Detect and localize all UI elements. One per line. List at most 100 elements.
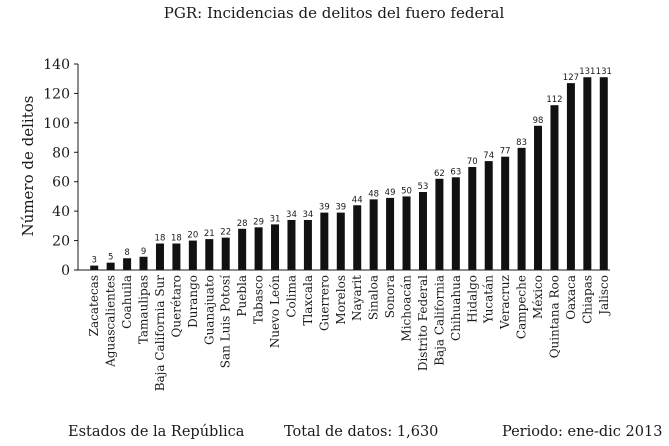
data-label: 20 bbox=[187, 231, 198, 241]
bar bbox=[271, 224, 280, 270]
x-tick-label: Morelos bbox=[334, 275, 348, 325]
x-axis: Zacatecas Aguascalientes Coahuila Tamaulipa… bbox=[78, 269, 611, 392]
bar bbox=[566, 83, 575, 270]
data-label: 22 bbox=[220, 228, 231, 238]
data-label: 44 bbox=[352, 195, 363, 205]
x-tick-label: Sonora bbox=[383, 275, 397, 318]
x-tick-label: Chiapas bbox=[580, 275, 594, 324]
data-label: 18 bbox=[171, 234, 182, 244]
data-label: 98 bbox=[533, 116, 544, 126]
bar bbox=[353, 205, 362, 270]
y-tick-label: 40 bbox=[52, 204, 70, 220]
x-tick-label: Yucatán bbox=[482, 275, 496, 324]
x-tick-label: Colima bbox=[284, 275, 298, 318]
bar bbox=[106, 262, 115, 270]
bar bbox=[254, 227, 263, 270]
x-tick-label: Veracruz bbox=[498, 275, 512, 330]
bar bbox=[155, 243, 164, 270]
x-tick-label: Tamaulipas bbox=[137, 275, 151, 344]
data-label: 127 bbox=[563, 73, 579, 83]
bar bbox=[123, 258, 132, 270]
bar bbox=[238, 228, 247, 270]
data-label: 28 bbox=[237, 219, 248, 229]
data-label: 34 bbox=[302, 210, 313, 220]
y-tick-label: 60 bbox=[52, 175, 70, 191]
data-label: 62 bbox=[434, 169, 445, 179]
bar-series bbox=[90, 77, 608, 271]
bar bbox=[287, 219, 296, 270]
data-label: 21 bbox=[204, 229, 215, 239]
bar bbox=[501, 156, 510, 270]
x-tick-label: Puebla bbox=[235, 275, 249, 317]
data-label: 48 bbox=[368, 189, 379, 199]
data-label: 29 bbox=[253, 217, 264, 227]
data-label: 63 bbox=[450, 167, 461, 177]
x-tick-label: Hidalgo bbox=[465, 275, 479, 323]
data-label: 77 bbox=[500, 147, 511, 157]
x-tick-label: Guanajuato bbox=[202, 275, 216, 345]
x-tick-label: Oaxaca bbox=[564, 275, 578, 320]
bar bbox=[599, 77, 608, 271]
bar bbox=[221, 237, 230, 270]
x-tick-label: Baja California Sur bbox=[153, 275, 167, 392]
bar bbox=[369, 199, 378, 270]
y-tick-label: 140 bbox=[43, 57, 70, 73]
x-tick-label: Coahuila bbox=[120, 275, 134, 329]
data-label: 50 bbox=[401, 186, 412, 196]
data-label: 31 bbox=[270, 214, 281, 224]
bar bbox=[386, 197, 395, 270]
bar bbox=[418, 192, 427, 270]
x-tick-label: Aguascalientes bbox=[104, 275, 118, 368]
y-axis: 0 20 40 60 80 100 120 140 bbox=[43, 57, 79, 279]
x-tick-label: México bbox=[531, 275, 545, 319]
footer-center-text: Total de datos: 1,630 bbox=[284, 424, 439, 440]
x-tick-label: Tlaxcala bbox=[301, 275, 315, 326]
x-tick-label: Tabasco bbox=[252, 275, 266, 324]
bar bbox=[550, 105, 559, 270]
data-label: 34 bbox=[286, 210, 297, 220]
data-label: 49 bbox=[385, 188, 396, 198]
chart-title: PGR: Incidencias de delitos del fuero fe… bbox=[164, 4, 505, 22]
x-tick-label: Chihuahua bbox=[449, 275, 463, 341]
x-tick-label: San Luis Potosí bbox=[219, 275, 233, 368]
data-label: 8 bbox=[124, 248, 129, 258]
data-label: 5 bbox=[108, 253, 113, 263]
x-tick-label: Jalisco bbox=[597, 275, 611, 317]
data-label: 39 bbox=[335, 203, 346, 213]
y-tick-label: 0 bbox=[61, 263, 70, 279]
bar bbox=[451, 177, 460, 270]
x-tick-label: Querétaro bbox=[169, 275, 183, 337]
data-label: 9 bbox=[141, 247, 146, 257]
bar bbox=[435, 178, 444, 270]
data-label: 3 bbox=[92, 256, 97, 266]
y-tick-label: 120 bbox=[43, 86, 70, 102]
x-tick-label: Nuevo León bbox=[268, 275, 282, 348]
data-label: 53 bbox=[418, 182, 429, 192]
bar bbox=[188, 240, 197, 270]
data-label: 18 bbox=[155, 234, 166, 244]
footer-right-text: Periodo: ene-dic 2013 bbox=[502, 424, 663, 440]
bar bbox=[90, 265, 99, 270]
y-axis-label: Número de delitos bbox=[19, 96, 37, 237]
x-tick-label: Guerrero bbox=[317, 275, 331, 331]
bar bbox=[468, 167, 477, 270]
bar-chart: PGR: Incidencias de delitos del fuero fe… bbox=[19, 4, 612, 392]
x-tick-label: Sinaloa bbox=[367, 275, 381, 320]
bar bbox=[320, 212, 329, 270]
x-tick-label: Durango bbox=[186, 275, 200, 328]
bar bbox=[139, 256, 148, 270]
bar bbox=[583, 77, 592, 271]
x-tick-label: Distrito Federal bbox=[416, 275, 430, 371]
bar bbox=[534, 125, 543, 270]
y-tick-label: 80 bbox=[52, 145, 70, 161]
bar bbox=[172, 243, 181, 270]
x-tick-label: Michoacán bbox=[400, 275, 414, 342]
y-tick-label: 20 bbox=[52, 234, 70, 250]
bar bbox=[336, 212, 345, 270]
data-label: 39 bbox=[319, 203, 330, 213]
y-tick-label: 100 bbox=[43, 116, 70, 132]
x-tick-label: Baja California bbox=[432, 275, 446, 366]
bar bbox=[205, 239, 214, 270]
footer-left-text: Estados de la República bbox=[68, 424, 245, 440]
data-label: 74 bbox=[483, 151, 494, 161]
